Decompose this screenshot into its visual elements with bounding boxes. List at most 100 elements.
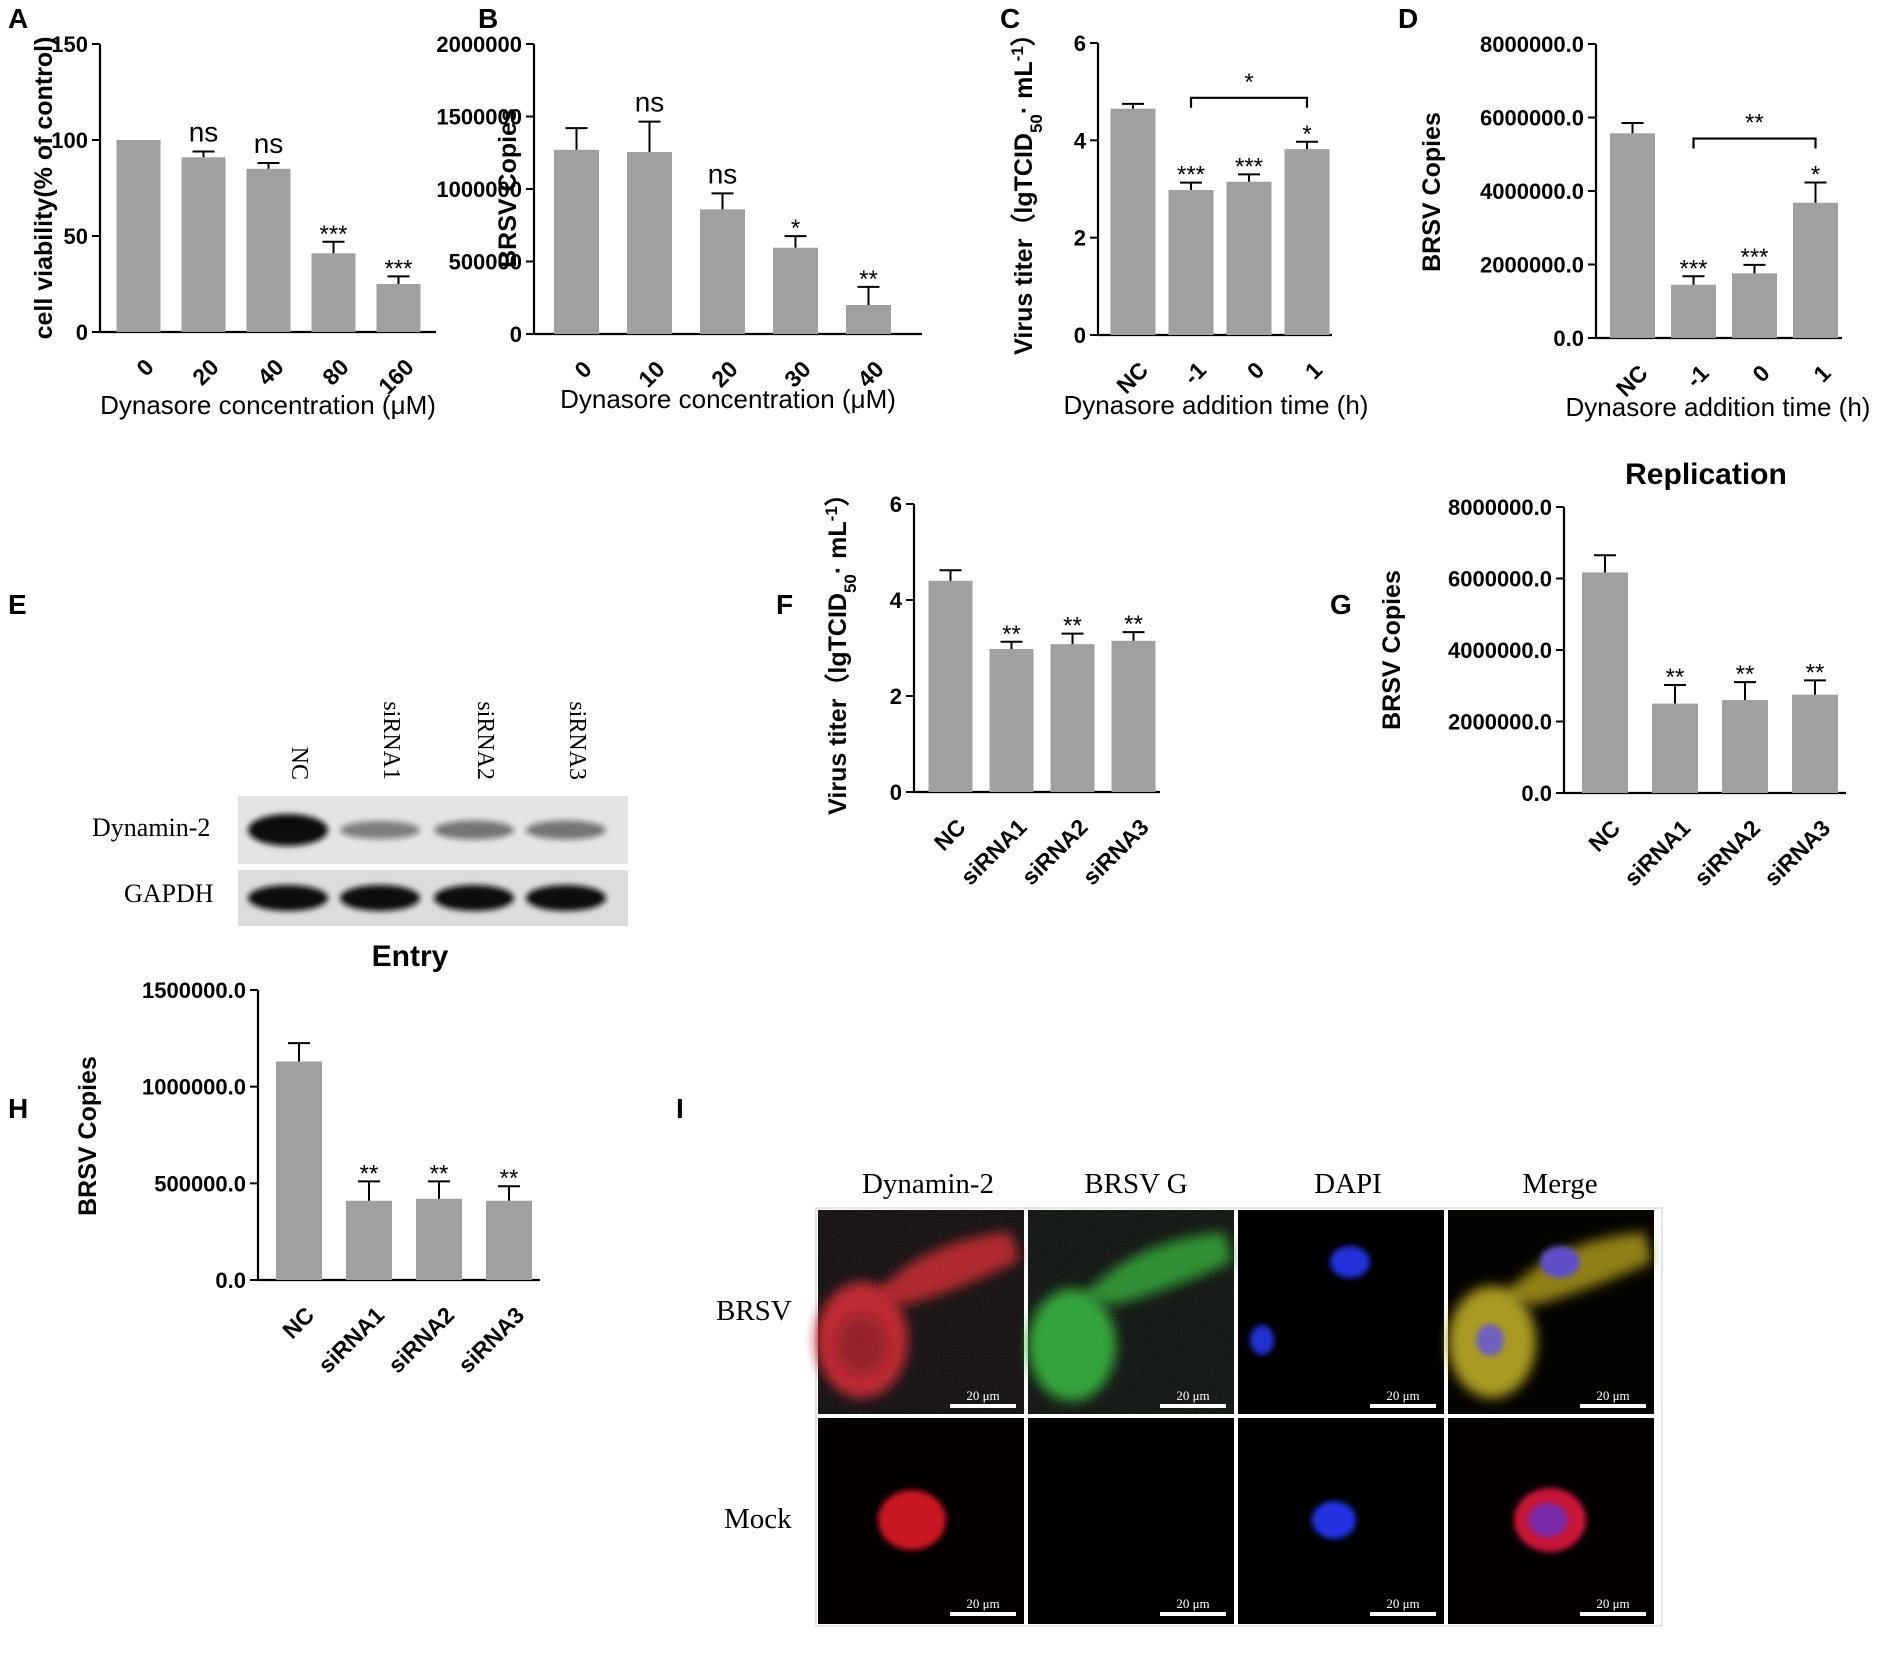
bar: [1582, 572, 1628, 793]
y-tick-label: 50: [64, 224, 88, 249]
micro-col-label-merge: Merge: [1522, 1168, 1597, 1200]
y-axis-label: BRSV Copies: [1378, 570, 1406, 730]
significance-label: ***: [1177, 162, 1205, 189]
x-tick-label: 0: [569, 356, 596, 383]
y-tick-label: 0.0: [1521, 781, 1552, 806]
blot-band: [248, 814, 328, 846]
y-tick-label: 2000000: [436, 32, 522, 57]
significance-bracket: [1692, 137, 1817, 149]
significance-label: *: [1302, 121, 1311, 148]
micro-tile-mock-dapi: 20 μm: [1238, 1418, 1444, 1624]
y-tick-label: 150: [51, 32, 88, 57]
svg-text:20 μm: 20 μm: [1386, 1596, 1419, 1611]
micro-tile-brsv-dynamin2: 20 μm: [816, 1210, 1024, 1414]
significance-label: *: [791, 215, 800, 242]
significance-label: ***: [384, 255, 412, 282]
x-tick-label: 20: [187, 354, 223, 390]
bar: [1652, 703, 1698, 793]
y-tick-label: 6: [1074, 31, 1086, 56]
blot-lane-label: NC: [286, 747, 312, 780]
x-tick-label: 1: [1808, 360, 1836, 388]
blot-band: [434, 885, 514, 911]
blot-lane-label: siRNA2: [472, 701, 498, 780]
chart-title: Replication: [1625, 458, 1787, 491]
micro-row-label-mock: Mock: [724, 1503, 792, 1535]
panel-letter-h: H: [8, 1093, 28, 1124]
significance-label: **: [500, 1165, 519, 1192]
bar: [376, 284, 421, 332]
svg-text:20 μm: 20 μm: [1386, 1388, 1419, 1403]
bar: [928, 580, 973, 792]
x-tick-label: siRNA1: [955, 814, 1031, 890]
significance-label: **: [859, 266, 878, 293]
bar: [1284, 149, 1330, 335]
y-tick-label: 1500000: [436, 105, 522, 130]
significance-label: **: [1806, 659, 1825, 686]
bar: [627, 152, 672, 334]
micro-tile-brsv-dapi: 20 μm: [1238, 1210, 1444, 1414]
bar: [311, 253, 356, 332]
x-tick-label: siRNA2: [383, 1302, 459, 1378]
x-tick-label: 40: [252, 354, 288, 390]
bar: [1671, 284, 1716, 338]
micro-col-label-dynamin2: Dynamin-2: [862, 1168, 994, 1200]
bar: [1610, 133, 1655, 338]
significance-label: ***: [319, 221, 347, 248]
y-tick-label: 4: [890, 588, 903, 613]
x-tick-label: 0: [1747, 360, 1774, 387]
blot-band: [248, 885, 328, 911]
bar: [1168, 189, 1214, 335]
y-tick-label: 8000000.0: [1448, 495, 1552, 520]
blot-row-label-dynamin2: Dynamin-2: [92, 813, 210, 842]
bar: [246, 168, 291, 332]
significance-bracket: [1189, 96, 1309, 108]
x-tick-label: siRNA3: [453, 1302, 529, 1378]
y-tick-label: 0: [890, 780, 902, 805]
x-tick-label: NC: [277, 1302, 319, 1344]
x-axis-label: Dynasore concentration (μM): [560, 384, 896, 414]
significance-label: ***: [1235, 153, 1263, 180]
chart-g: 0.0 2000000.0 4000000.0 6000000.0 8000000.0 N…: [1378, 458, 1846, 891]
blot-band: [526, 885, 606, 911]
panel-letter-f: F: [776, 589, 793, 620]
bar: [989, 648, 1034, 792]
significance-label: **: [360, 1160, 379, 1187]
micro-tile-mock-dynamin2: 20 μm: [818, 1418, 1024, 1624]
x-tick-label: -1: [1178, 357, 1211, 390]
blot-band: [434, 820, 514, 840]
blot-lane-label: siRNA3: [564, 701, 590, 780]
bar: [1722, 700, 1768, 793]
y-tick-label: 0: [510, 322, 522, 347]
panel-letter-c: C: [1000, 3, 1020, 34]
bar: [700, 209, 745, 334]
significance-label: *: [1811, 162, 1820, 189]
y-tick-label: 2000000.0: [1480, 253, 1584, 278]
y-tick-label: 2: [1074, 226, 1086, 251]
svg-text:20 μm: 20 μm: [1176, 1596, 1209, 1611]
x-axis-label: Dynasore concentration (μM): [100, 390, 436, 420]
significance-label: **: [1736, 661, 1755, 688]
bar: [1050, 644, 1095, 792]
significance-label: ***: [1679, 255, 1707, 282]
y-tick-label: 1000000: [436, 177, 522, 202]
y-tick-label: 100: [51, 128, 88, 153]
bar: [1110, 108, 1156, 335]
x-tick-label: siRNA1: [313, 1302, 389, 1378]
bar: [346, 1200, 392, 1280]
micro-tile-brsv-brsvg: 20 μm: [1028, 1210, 1234, 1414]
y-tick-label: 2: [890, 684, 902, 709]
y-tick-label: 0: [76, 320, 88, 345]
bar: [1732, 273, 1777, 338]
svg-text:20 μm: 20 μm: [1176, 1388, 1209, 1403]
significance-label: ns: [635, 87, 665, 118]
bracket-label: **: [1745, 110, 1764, 137]
y-tick-label: 500000.0: [154, 1171, 246, 1196]
significance-label: ns: [708, 158, 738, 189]
micro-tile-mock-brsvg: 20 μm: [1028, 1418, 1234, 1624]
micro-col-label-dapi: DAPI: [1314, 1168, 1382, 1200]
bar: [276, 1061, 322, 1280]
x-axis-label: Dynasore addition time (h): [1566, 392, 1871, 422]
micro-row-label-brsv: BRSV: [716, 1295, 792, 1327]
